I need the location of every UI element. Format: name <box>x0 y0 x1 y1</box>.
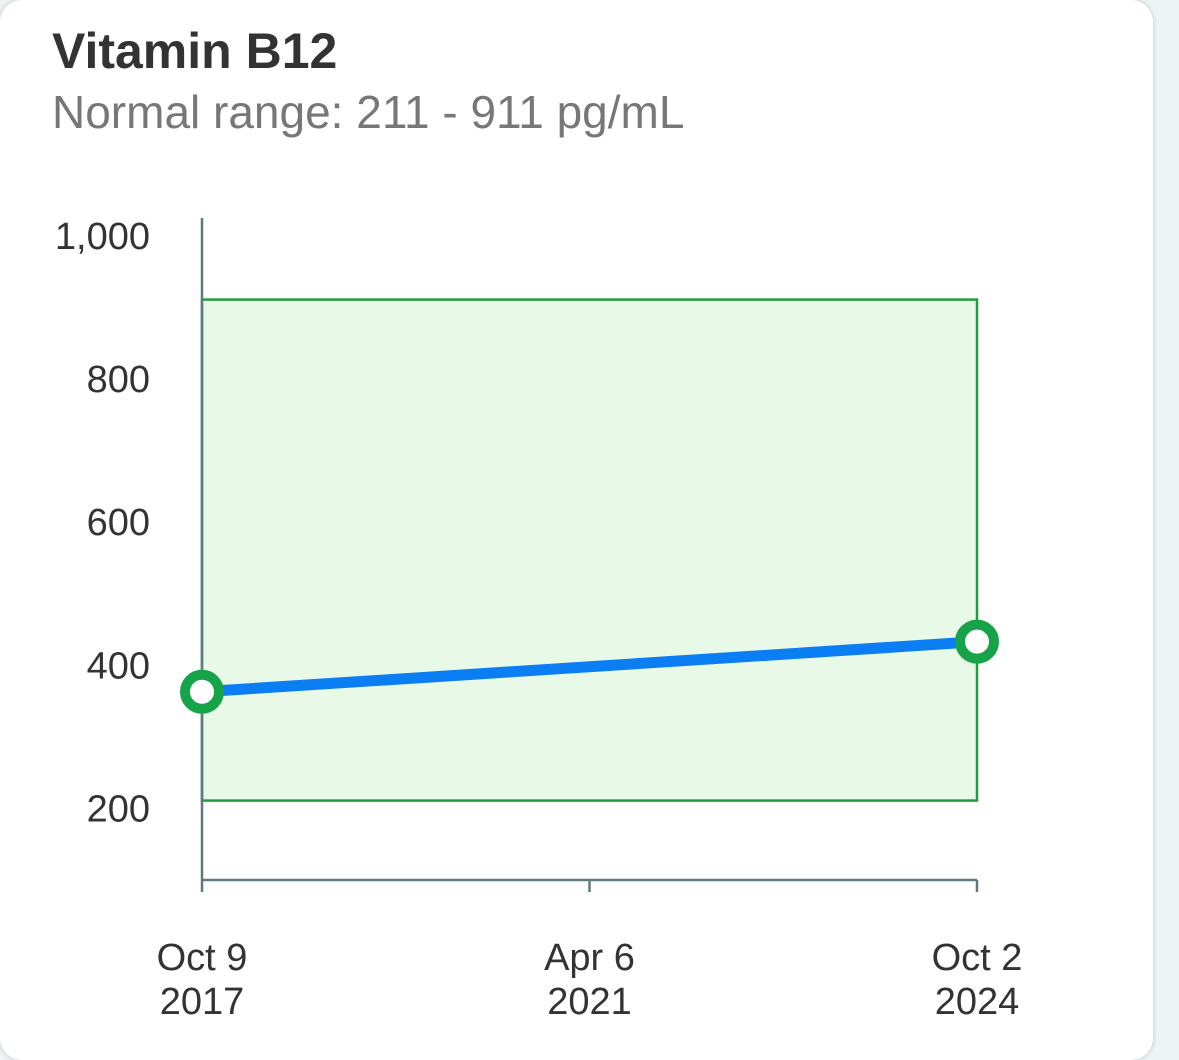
y-tick-label: 200 <box>87 788 150 830</box>
x-tick-label: Apr 6 <box>544 937 635 979</box>
y-axis: 200 400 600 800 1,000 <box>55 216 204 880</box>
y-tick-label: 1,000 <box>55 216 150 258</box>
x-tick-year-label: 2017 <box>160 981 245 1023</box>
y-tick-label: 400 <box>87 645 150 687</box>
normal-range-subtitle: Normal range: 211 - 911 pg/mL <box>52 86 685 138</box>
x-tick-label: Oct 9 <box>157 937 248 979</box>
data-point <box>955 619 999 664</box>
chart-title: Vitamin B12 <box>52 23 338 79</box>
x-tick-label: Oct 2 <box>932 937 1023 979</box>
y-tick-label: 600 <box>87 502 150 544</box>
series-line <box>196 636 983 698</box>
x-tick-year-label: 2024 <box>935 981 1020 1023</box>
x-tick-year-label: 2021 <box>547 981 632 1023</box>
data-point <box>180 669 224 714</box>
series-layer <box>180 619 999 714</box>
y-tick-label: 800 <box>87 359 150 401</box>
normal-range-band <box>200 298 979 802</box>
